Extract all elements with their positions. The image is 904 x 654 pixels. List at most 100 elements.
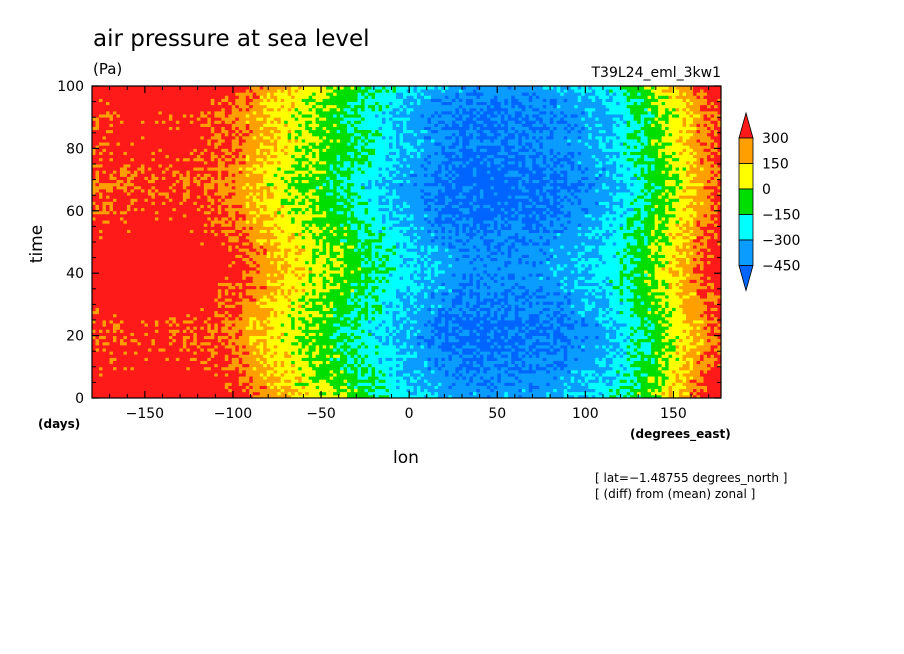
heatmap-cell (200, 335, 205, 340)
heatmap-cell (434, 335, 439, 340)
heatmap-cell (147, 363, 152, 368)
heatmap-cell (392, 332, 397, 336)
heatmap-cell (305, 335, 310, 340)
heatmap-cell (441, 357, 446, 361)
heatmap-cell (378, 382, 383, 386)
heatmap-cell (497, 391, 502, 396)
heatmap-cell (151, 369, 156, 374)
heatmap-cell (563, 388, 568, 393)
heatmap-cell (696, 357, 701, 361)
heatmap-cell (427, 379, 432, 383)
heatmap-cell (259, 354, 264, 358)
heatmap-cell (189, 341, 194, 346)
heatmap-cell (119, 341, 124, 346)
heatmap-cell (479, 385, 484, 390)
heatmap-cell (493, 360, 498, 365)
heatmap-cell (472, 313, 477, 318)
heatmap-cell (602, 388, 607, 393)
heatmap-cell (612, 366, 617, 371)
heatmap-cell (333, 373, 338, 377)
heatmap-cell (549, 329, 554, 333)
heatmap-cell (427, 341, 432, 346)
heatmap-cell (305, 382, 310, 386)
heatmap-cell (371, 360, 376, 365)
heatmap-cell (399, 320, 404, 324)
heatmap-cell (416, 338, 421, 343)
heatmap-cell (147, 354, 152, 358)
heatmap-cell (361, 332, 365, 336)
heatmap-cell (525, 344, 530, 349)
heatmap-cell (675, 329, 680, 333)
heatmap-cell (500, 316, 505, 321)
heatmap-cell (270, 335, 275, 340)
heatmap-cell (486, 341, 491, 346)
heatmap-cell (476, 323, 481, 327)
heatmap-cell (469, 320, 474, 324)
heatmap-cell (389, 382, 393, 386)
heatmap-cell (672, 344, 676, 349)
heatmap-cell (123, 357, 128, 361)
heatmap-cell (497, 388, 502, 393)
heatmap-cell (350, 391, 355, 396)
heatmap-cell (217, 348, 222, 352)
heatmap-cell (119, 310, 124, 315)
heatmap-cell (525, 366, 530, 371)
heatmap-cell (235, 313, 240, 318)
heatmap-cell (140, 329, 145, 333)
heatmap-cell (413, 391, 418, 396)
heatmap-cell (700, 360, 704, 365)
heatmap-cell (144, 320, 149, 324)
heatmap-cell (203, 320, 208, 324)
heatmap-cell (707, 354, 711, 358)
heatmap-cell (591, 379, 596, 383)
heatmap-cell (151, 394, 156, 398)
heatmap-cell (343, 348, 348, 352)
heatmap-cell (570, 354, 575, 358)
heatmap-cell (133, 388, 138, 393)
heatmap-cell (165, 320, 170, 324)
heatmap-cell (95, 379, 100, 383)
heatmap-cell (497, 348, 502, 352)
heatmap-cell (518, 341, 523, 346)
heatmap-cell (507, 344, 512, 349)
heatmap-cell (504, 323, 509, 327)
heatmap-cell (616, 391, 621, 396)
heatmap-cell (385, 369, 390, 374)
heatmap-cell (542, 313, 547, 318)
heatmap-cell (119, 320, 124, 324)
heatmap-cell (637, 351, 642, 355)
heatmap-cell (102, 379, 107, 383)
heatmap-cell (441, 385, 446, 390)
heatmap-cell (98, 388, 103, 393)
heatmap-cell (441, 344, 446, 349)
heatmap-cell (437, 313, 442, 318)
heatmap-cell (123, 394, 128, 398)
heatmap-cell (490, 391, 495, 396)
heatmap-cell (389, 329, 393, 333)
heatmap-cell (434, 341, 439, 346)
heatmap-cell (301, 310, 306, 315)
heatmap-cell (126, 351, 131, 355)
heatmap-cell (633, 348, 638, 352)
heatmap-cell (92, 316, 96, 321)
heatmap-cell (161, 344, 166, 349)
heatmap-cell (357, 382, 362, 386)
heatmap-cell (266, 354, 271, 358)
heatmap-cell (158, 363, 163, 368)
heatmap-cell (133, 348, 138, 352)
heatmap-cell (542, 391, 547, 396)
heatmap-cell (686, 354, 690, 358)
heatmap-cell (284, 326, 289, 330)
heatmap-cell (588, 351, 593, 355)
heatmap-cell (371, 382, 376, 386)
heatmap-cell (385, 348, 390, 352)
heatmap-cell (375, 351, 379, 355)
heatmap-cell (109, 335, 114, 340)
heatmap-cell (542, 332, 547, 336)
heatmap-cell (490, 316, 495, 321)
heatmap-cell (249, 320, 254, 324)
heatmap-cell (375, 363, 379, 368)
heatmap-cell (458, 338, 463, 343)
heatmap-cell (525, 310, 530, 315)
heatmap-cell (668, 360, 673, 365)
